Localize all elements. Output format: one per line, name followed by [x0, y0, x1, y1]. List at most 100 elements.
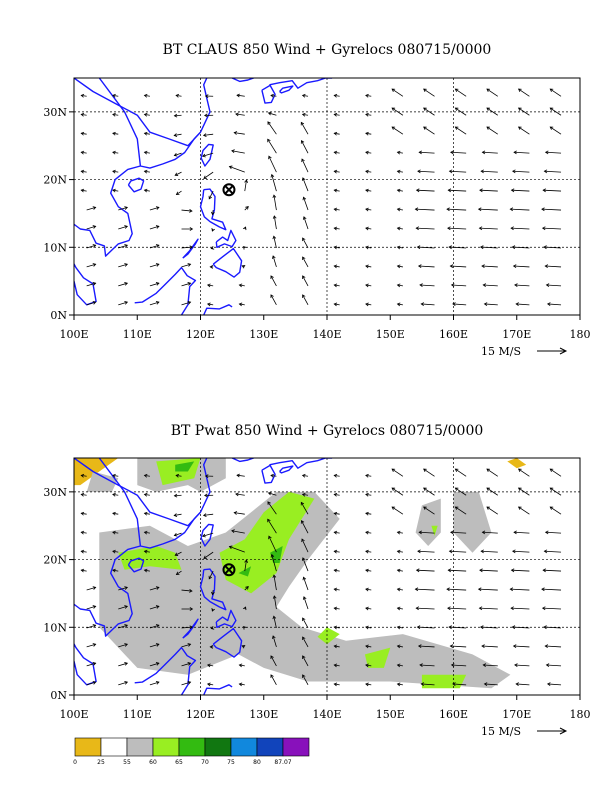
wind-vector-arrowhead-icon [92, 662, 97, 666]
wind-vector-arrowhead-icon [189, 607, 194, 611]
wind-vector-arrowhead-icon [272, 215, 277, 219]
wind-vector-arrowhead-icon [448, 245, 452, 250]
wind-vector-arrowhead-icon [510, 188, 515, 193]
wind-vector-arrowhead-icon [333, 549, 338, 554]
wind-vector-arrowhead-icon [143, 169, 148, 174]
wind-vector [144, 493, 150, 496]
bottom-map-area [74, 458, 580, 695]
wind-vector-arrowhead-icon [80, 131, 85, 136]
wind-vector [397, 170, 403, 173]
wind-vector [447, 588, 467, 591]
top-x-axis: 100E 110E 120E 130E 140E 150E 160E 170E 180 [59, 315, 591, 341]
wind-vector-arrowhead-icon [112, 549, 116, 554]
wind-vector [267, 121, 277, 135]
wind-vector-arrowhead-icon [416, 625, 421, 630]
wind-vector-arrowhead-icon [333, 112, 338, 117]
wind-vector [365, 645, 372, 648]
wind-vector-arrowhead-icon [511, 245, 516, 250]
wind-vector [452, 683, 467, 686]
wind-vector-arrowhead-icon [544, 644, 549, 649]
wind-vector [450, 265, 467, 268]
wind-vector-arrowhead-icon [301, 492, 306, 497]
wind-vector [174, 133, 182, 136]
wind-vector-arrowhead-icon [333, 644, 338, 649]
wind-vector [302, 474, 309, 477]
wind-vector-arrowhead-icon [454, 506, 459, 510]
wind-vector [449, 170, 467, 173]
wind-vector [144, 170, 150, 173]
wind-vector [181, 643, 191, 648]
wind-vector-arrowhead-icon [423, 107, 427, 111]
wind-vector-arrowhead-icon [208, 575, 213, 580]
wind-vector-arrowhead-icon [92, 586, 97, 590]
coastline-segment [74, 458, 142, 637]
wind-vector [365, 94, 372, 97]
wind-vector [418, 265, 435, 268]
wind-vector-arrowhead-icon [479, 188, 483, 193]
wind-vector [202, 152, 214, 157]
wind-vector-arrowhead-icon [143, 150, 148, 155]
wind-vector-arrowhead-icon [333, 587, 338, 592]
wind-vector-arrowhead-icon [203, 555, 207, 559]
wind-vector [81, 550, 87, 553]
wind-vector [273, 195, 277, 211]
wind-vector [112, 474, 119, 477]
wind-vector-arrowhead-icon [414, 207, 419, 212]
wind-vector [112, 512, 119, 515]
wind-vector [478, 208, 498, 211]
wind-vector-arrowhead-icon [124, 605, 129, 609]
wind-vector [272, 255, 277, 268]
wind-vector-arrowhead-icon [235, 112, 239, 117]
wind-vector [452, 303, 467, 306]
wind-vector [365, 626, 372, 629]
wind-vector-arrowhead-icon [238, 283, 243, 288]
wind-vector [482, 151, 498, 154]
wind-vector [208, 570, 214, 579]
pwat-shade-region [364, 647, 391, 668]
wind-vector-arrowhead-icon [173, 133, 178, 137]
wind-vector-arrowhead-icon [270, 93, 274, 98]
pwat-shade-region [86, 471, 119, 492]
wind-vector-arrowhead-icon [510, 568, 515, 573]
wind-vector [176, 94, 182, 97]
wind-vector-arrowhead-icon [301, 112, 306, 117]
wind-vector-arrowhead-icon [512, 264, 517, 269]
wind-vector-arrowhead-icon [486, 107, 490, 111]
wind-vector [112, 132, 119, 135]
wind-vector [86, 301, 96, 306]
wind-vector [391, 506, 404, 515]
x-tick-label: 130E [249, 708, 278, 721]
wind-vector [174, 152, 182, 156]
coastline-segment [261, 84, 276, 104]
wind-vector-arrowhead-icon [143, 131, 148, 136]
wind-vector-arrowhead-icon [420, 302, 425, 306]
wind-vector-arrowhead-icon [542, 188, 546, 193]
wind-vector-arrowhead-icon [155, 301, 160, 305]
wind-vector [510, 208, 530, 211]
wind-vector-arrowhead-icon [92, 681, 97, 685]
wind-vector-arrowhead-icon [448, 169, 453, 174]
wind-vector-arrowhead-icon [543, 549, 548, 554]
pwat-shade-region [415, 498, 441, 546]
wind-vector-arrowhead-icon [301, 557, 306, 561]
wind-vector-arrowhead-icon [396, 245, 401, 250]
wind-vector-arrowhead-icon [302, 256, 306, 261]
wind-vector [514, 151, 530, 154]
wind-vector [300, 502, 309, 515]
y-tick-label: 10N [43, 621, 67, 634]
wind-vector [149, 244, 160, 249]
wind-vector [550, 107, 562, 116]
wind-vector [545, 645, 562, 648]
wind-vector [112, 569, 119, 572]
top-panel-title: BT CLAUS 850 Wind + Gyrelocs 080715/0000 [163, 42, 492, 58]
wind-vector [365, 664, 372, 667]
wind-vector [391, 468, 404, 477]
wind-vector [267, 519, 277, 534]
wind-vector [181, 282, 191, 287]
wind-vector-arrowhead-icon [233, 131, 238, 135]
coastline-segment [231, 458, 260, 463]
wind-vector-arrowhead-icon [549, 107, 554, 111]
bottom-y-axis: 0N 10N 20N 30N [43, 486, 74, 702]
wind-vector [513, 645, 530, 648]
wind-vector-arrowhead-icon [365, 644, 369, 649]
